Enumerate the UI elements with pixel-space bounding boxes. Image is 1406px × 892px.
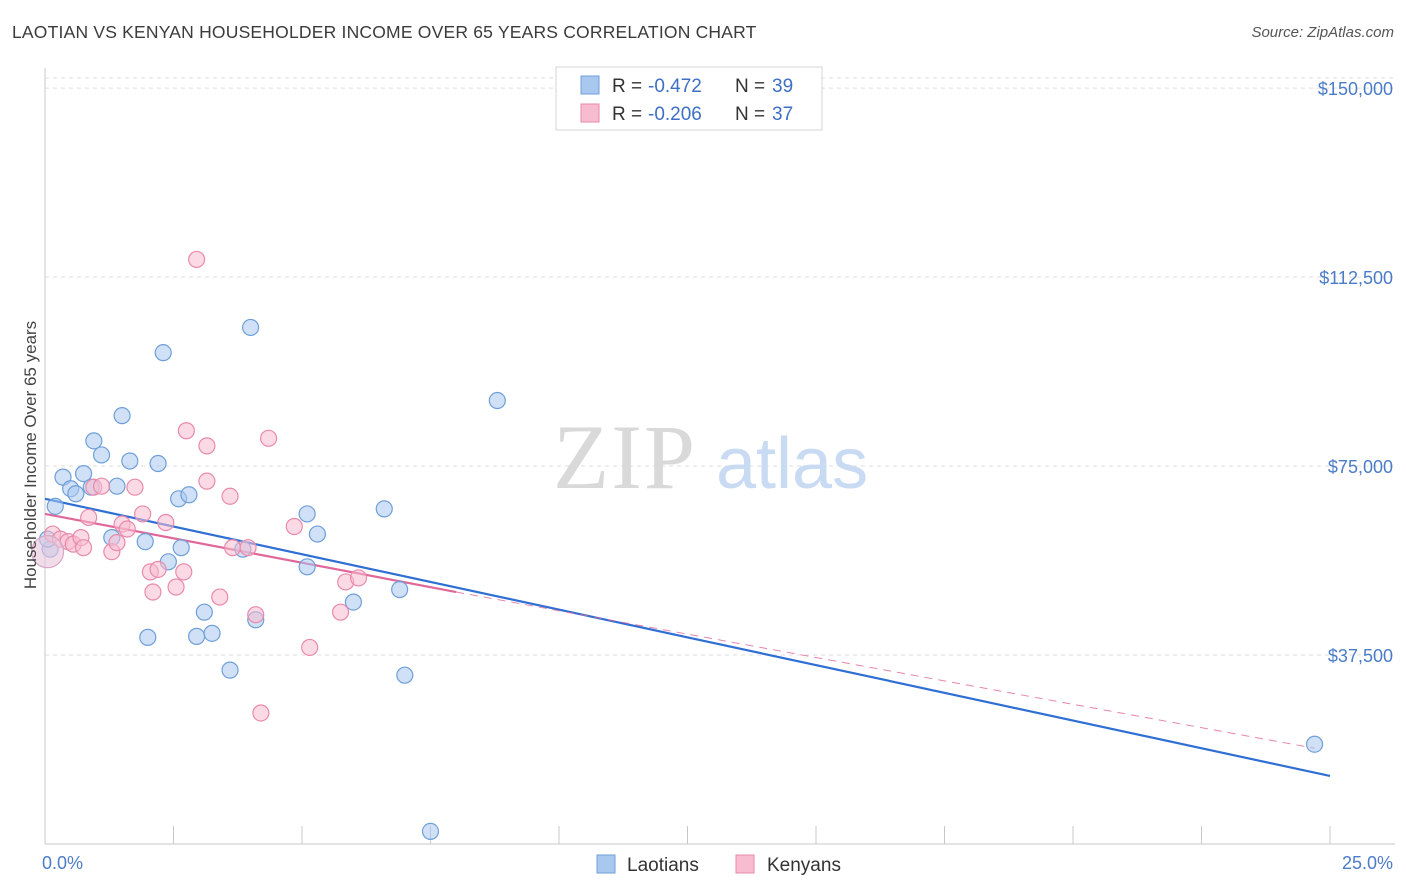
legend: R = -0.472 N = 39 R = -0.206 N = 37 xyxy=(555,66,823,131)
point-kenyans-31 xyxy=(259,429,278,447)
point-laotians-19 xyxy=(180,486,198,504)
point-kenyans-18 xyxy=(157,513,175,532)
point-laotians-13 xyxy=(139,628,157,646)
series-label-laotians: Laotians xyxy=(627,855,699,876)
legend-swatch-kenyans xyxy=(580,103,600,123)
legend-r-value-1: -0.472 xyxy=(648,76,702,97)
point-kenyans-19 xyxy=(167,578,185,596)
point-laotians-31 xyxy=(375,500,393,518)
point-kenyans-33 xyxy=(301,638,319,657)
point-kenyans-36 xyxy=(349,569,368,587)
point-kenyans-20 xyxy=(175,563,193,581)
point-kenyans-22 xyxy=(188,250,206,269)
grid-lines xyxy=(45,77,1395,656)
point-laotians-10 xyxy=(113,407,131,425)
point-kenyans-28 xyxy=(239,539,257,557)
point-kenyans-30 xyxy=(252,704,270,722)
y-tick-label-2: $112,500 xyxy=(1319,268,1393,288)
point-laotians-34 xyxy=(421,822,440,841)
x-tick-labels: 0.0% 25.0% xyxy=(42,853,1393,873)
point-laotians-29 xyxy=(308,525,327,543)
point-laotians-15 xyxy=(154,344,172,362)
data-points xyxy=(30,250,1324,841)
point-laotians-22 xyxy=(203,624,221,642)
point-laotians-11 xyxy=(121,452,139,470)
point-laotians-27 xyxy=(298,558,316,576)
legend-n-value-1: 39 xyxy=(772,76,793,97)
point-kenyans-21 xyxy=(177,422,195,440)
point-kenyans-8 xyxy=(92,477,111,495)
point-laotians-33 xyxy=(396,666,414,684)
legend-n-value-2: 37 xyxy=(772,104,793,125)
point-kenyans-27 xyxy=(224,539,242,557)
point-laotians-18 xyxy=(172,539,190,557)
legend-r-value-2: -0.206 xyxy=(648,104,702,125)
trend-lines xyxy=(44,497,1331,778)
point-laotians-4 xyxy=(74,464,93,483)
y-tick-labels: $37,500 $75,000 $112,500 $150,000 xyxy=(1318,79,1393,666)
point-laotians-28 xyxy=(298,505,316,523)
point-kenyans-32 xyxy=(285,517,303,536)
point-laotians-14 xyxy=(149,454,167,473)
x-tick-label-1: 25.0% xyxy=(1342,853,1393,873)
series-legend: Laotians Kenyans xyxy=(596,854,841,876)
source-label: Source: ZipAtlas.com xyxy=(1251,24,1394,41)
point-laotians-12 xyxy=(136,533,154,551)
axes xyxy=(44,68,1395,845)
legend-n-label-1: N = xyxy=(735,76,765,97)
point-kenyans-26 xyxy=(221,487,239,505)
point-kenyans-12 xyxy=(118,520,136,538)
point-kenyans-24 xyxy=(198,437,216,455)
point-kenyans-6 xyxy=(80,508,98,527)
watermark: ZIP atlas xyxy=(553,406,868,508)
point-laotians-30 xyxy=(344,593,362,611)
point-laotians-32 xyxy=(391,580,409,599)
watermark-atlas: atlas xyxy=(716,424,868,504)
point-laotians-7 xyxy=(92,446,111,464)
y-tick-label-0: $37,500 xyxy=(1328,646,1393,666)
point-laotians-6 xyxy=(85,432,103,450)
point-laotians-35 xyxy=(488,391,506,410)
series-swatch-kenyans xyxy=(735,854,755,874)
x-tick-label-0: 0.0% xyxy=(42,853,83,873)
point-kenyans-17 xyxy=(149,560,167,578)
point-kenyans-16 xyxy=(144,583,162,601)
point-cluster-origin xyxy=(30,535,65,569)
point-laotians-3 xyxy=(67,485,85,503)
point-kenyans-25 xyxy=(211,588,229,606)
point-kenyans-5 xyxy=(74,539,93,557)
point-laotians-21 xyxy=(195,603,213,621)
legend-n-label-2: N = xyxy=(735,104,765,125)
point-kenyans-29 xyxy=(247,606,265,624)
legend-swatch-laotians xyxy=(580,75,600,95)
point-kenyans-13 xyxy=(126,478,144,496)
watermark-zip: ZIP xyxy=(553,406,697,508)
trend-line-laotians xyxy=(44,497,1331,778)
point-kenyans-23 xyxy=(198,472,216,490)
point-laotians-9 xyxy=(108,477,126,495)
point-laotians-36 xyxy=(1305,735,1324,753)
series-swatch-laotians xyxy=(596,854,616,874)
point-laotians-26 xyxy=(242,318,260,337)
y-tick-label-3: $150,000 xyxy=(1318,79,1393,99)
y-tick-label-1: $75,000 xyxy=(1328,457,1393,477)
trend-extension-kenyans xyxy=(456,591,1315,749)
series-label-kenyans: Kenyans xyxy=(767,855,841,876)
legend-r-label-1: R = xyxy=(612,76,642,97)
point-laotians-0 xyxy=(46,497,64,515)
chart-title: LAOTIAN VS KENYAN HOUSEHOLDER INCOME OVE… xyxy=(12,22,757,42)
point-kenyans-10 xyxy=(108,534,126,552)
y-axis-label: Householder Income Over 65 years xyxy=(21,321,40,589)
point-kenyans-34 xyxy=(331,603,350,621)
point-kenyans-14 xyxy=(134,505,152,523)
point-laotians-23 xyxy=(221,661,239,679)
legend-r-label-2: R = xyxy=(612,104,642,125)
point-laotians-20 xyxy=(188,627,206,645)
